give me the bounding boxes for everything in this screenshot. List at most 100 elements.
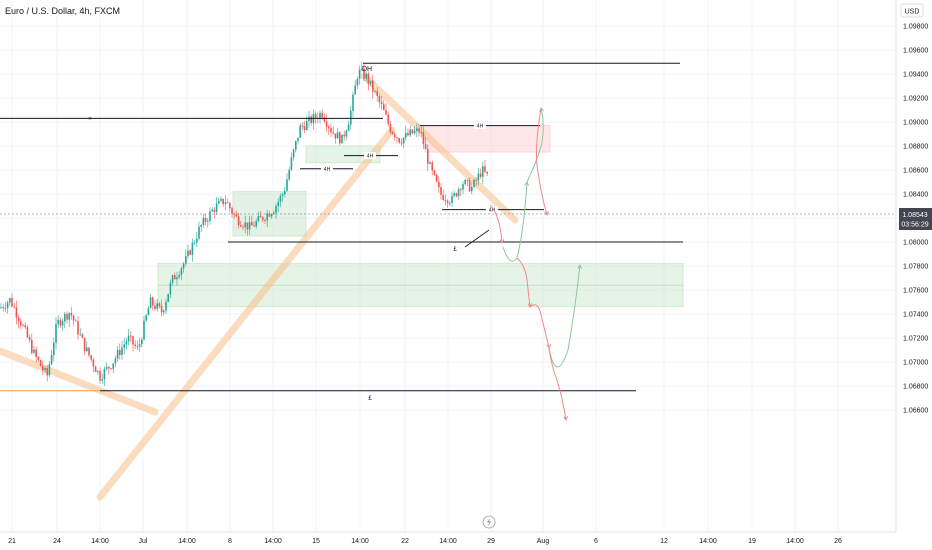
candle-body [435,174,438,182]
candle-body [279,195,282,202]
trendlines [0,72,519,501]
last-price-value: 1.08543 [902,212,927,219]
candle-body [328,126,330,129]
price-tick-label: 1.06600 [903,408,928,415]
candle-body [121,347,123,356]
time-tick-label: 29 [487,538,495,545]
projection-arrowhead [563,416,569,422]
candle-body [442,194,444,200]
candle-body [147,308,150,316]
time-tick-label: 15 [312,538,320,545]
candle-body [17,317,20,322]
candle-body [270,214,273,217]
time-tick-label: Jul [139,538,148,545]
candle-body [345,130,348,137]
projection-path [526,107,544,183]
candle-body [152,297,154,306]
candle-body [372,80,374,92]
price-tick-label: 1.08600 [903,168,928,175]
candle-body [264,220,266,221]
lightning-icon[interactable] [482,515,496,529]
demand-zone [305,145,381,164]
candle-body [367,73,370,84]
candle-body [356,78,359,86]
candle-body [444,199,447,201]
candle-body [347,124,350,131]
candle-body [464,179,466,185]
candle-body [86,347,88,352]
candle-body [88,347,90,356]
candle-body [273,212,275,215]
candle-body [59,319,62,326]
price-axis[interactable]: USD 1.098001.096001.094001.092001.090001… [895,0,932,532]
candle-body [411,129,414,134]
price-tick-label: 1.08000 [903,240,928,247]
candle-body [391,132,394,134]
projection-arrowhead [499,239,505,245]
candle-body [28,337,31,341]
candle-body [325,121,328,127]
candle-body [37,356,40,361]
candle-body [204,217,207,222]
candle-body [187,250,189,257]
projection-arrowhead [577,263,583,269]
candle-body [165,301,167,311]
candle-body [336,132,339,139]
time-tick-label: 14:00 [786,538,804,545]
countdown-value: 03:56:29 [901,222,928,229]
candle-body [92,359,95,367]
candle-body [396,137,398,139]
level-label: £ [453,247,457,253]
time-axis[interactable]: 21 24 14:00 Jul 14:00 8 14:00 15 14:00 22 14:00 29 A… [0,531,896,545]
candle-body [405,132,407,138]
candle-body [251,221,253,226]
candle-body [70,312,73,316]
projection-path [548,264,581,368]
candle-body [215,203,218,212]
candle-body [119,349,121,356]
candle-body [57,319,59,324]
price-tick-label: 1.07200 [903,336,928,343]
candle-body [171,275,174,283]
candle-body [182,263,185,269]
candle-body [53,342,55,355]
level-label: 4H [489,208,496,214]
candle-body [358,69,361,79]
candle-body [193,242,196,244]
price-tick-label: 1.09800 [903,24,928,31]
candle-body [462,184,464,190]
candle-body [220,198,222,201]
candle-body [453,193,455,196]
candle-body [369,80,372,84]
candle-body [257,216,260,222]
candle-body [457,189,460,197]
candle-body [13,306,15,308]
candle-body [374,91,376,92]
projection-path [502,181,528,262]
candle-body [24,325,26,328]
candle-body [66,313,68,320]
time-tick-label: 14:00 [351,538,369,545]
currency-label: USD [905,9,920,16]
candle-body [50,354,53,365]
candle-body [402,137,405,144]
candle-body [229,203,231,209]
price-tick-label: 1.09000 [903,120,928,127]
price-tick-label: 1.07600 [903,288,928,295]
candle-body [255,221,257,227]
candle-body [466,179,469,181]
candle-body [378,96,381,102]
time-tick-label: 14:00 [178,538,196,545]
candle-body [213,209,216,212]
candle-body [354,85,356,95]
candle-body [321,112,323,118]
candle-body [343,134,345,137]
candle-body [486,171,488,174]
candle-body [39,360,42,367]
candle-body [77,321,79,335]
candle-body [380,101,383,105]
level-label: £ [368,396,372,402]
level-label-bg [486,206,498,214]
currency-badge[interactable] [900,3,924,18]
